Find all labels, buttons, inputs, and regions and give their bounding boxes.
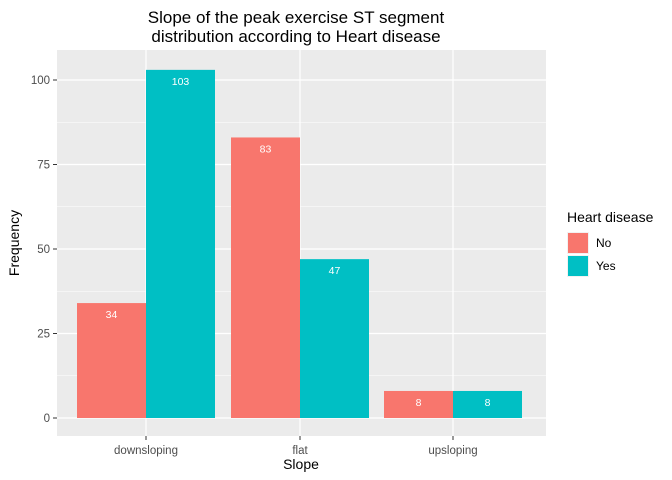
bar-upsloping-yes <box>453 390 522 418</box>
bar-label-flat-no: 83 <box>260 143 272 155</box>
bar-upsloping-no <box>384 390 453 418</box>
x-tick-label: upsloping <box>428 445 477 457</box>
legend-label-no: No <box>596 236 612 250</box>
y-tick-label: 25 <box>37 329 50 341</box>
bar-label-downsloping-no: 34 <box>106 309 118 321</box>
bar-label-upsloping-yes: 8 <box>485 397 491 409</box>
bar-labels: 34 103 83 47 8 8 <box>106 76 491 409</box>
bar-flat-yes <box>300 259 369 418</box>
chart-title-line1: Slope of the peak exercise ST segment <box>148 8 445 27</box>
bar-label-upsloping-no: 8 <box>416 397 422 409</box>
legend-title: Heart disease <box>567 209 654 225</box>
chart-title-line2: distribution according to Heart disease <box>151 27 440 46</box>
y-axis-title: Frequency <box>6 210 22 276</box>
y-axis: 0 25 50 75 100 <box>31 75 57 425</box>
x-tick-label: flat <box>292 445 308 457</box>
bar-label-downsloping-yes: 103 <box>172 76 190 88</box>
y-tick-label: 75 <box>37 160 50 172</box>
legend: Heart disease No Yes <box>567 209 654 277</box>
y-tick-label: 50 <box>37 244 50 256</box>
x-tick-label: downsloping <box>114 445 178 457</box>
bar-flat-no <box>231 137 300 418</box>
legend-swatch-yes <box>568 256 588 276</box>
legend-swatch-no <box>568 233 588 253</box>
bar-label-flat-yes: 47 <box>329 265 341 277</box>
x-axis-title: Slope <box>283 456 319 472</box>
bar-downsloping-yes <box>146 69 215 419</box>
bars <box>77 69 522 419</box>
bar-downsloping-no <box>77 303 146 418</box>
y-tick-label: 0 <box>44 413 50 425</box>
x-axis: downsloping flat upsloping <box>114 436 478 457</box>
legend-label-yes: Yes <box>596 259 616 273</box>
y-tick-label: 100 <box>31 75 50 87</box>
